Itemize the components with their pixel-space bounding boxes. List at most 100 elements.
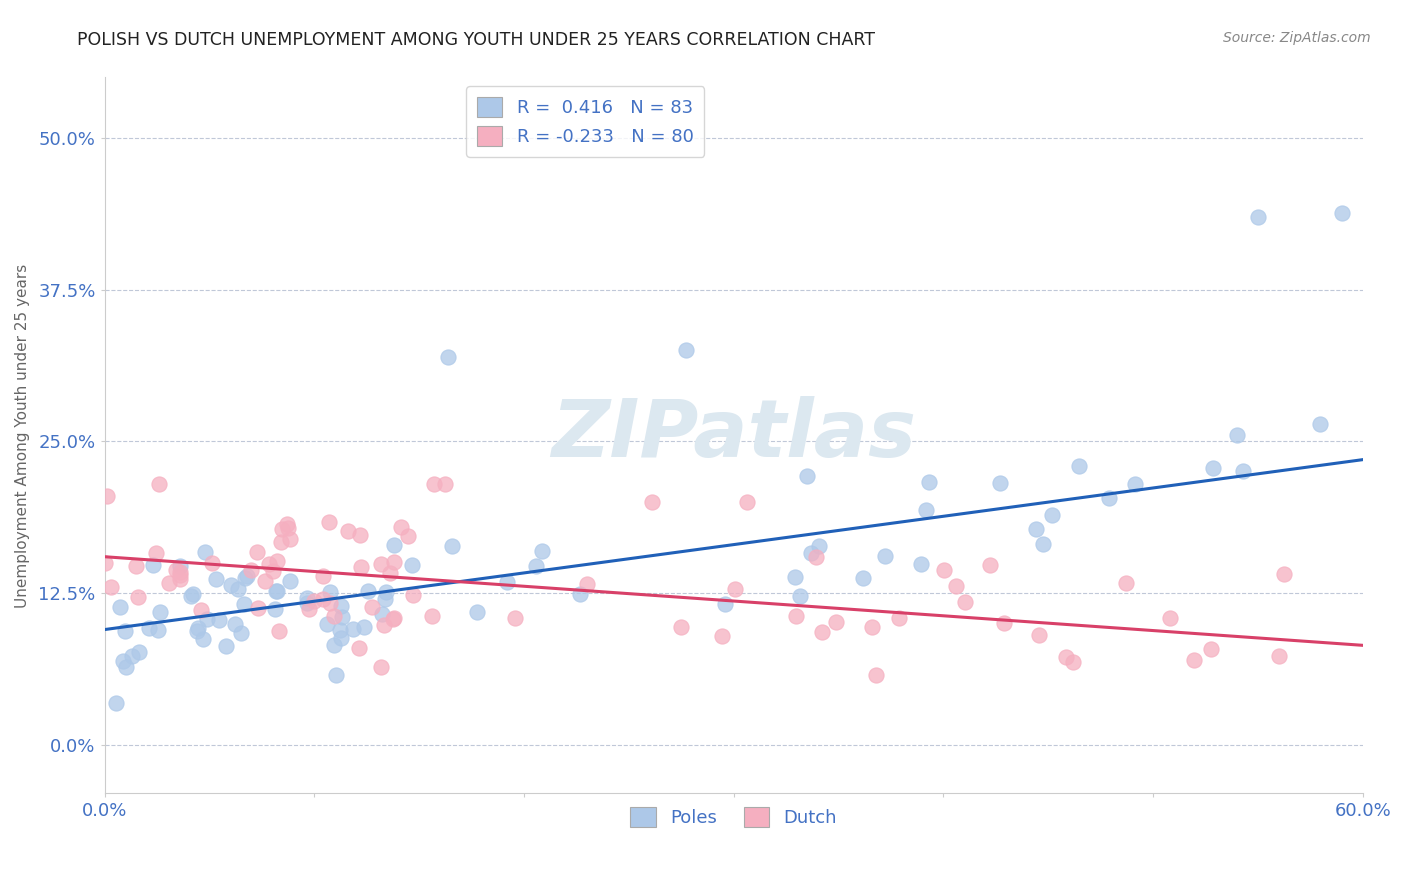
Point	[953, 595, 976, 609]
Point	[208, 613, 231, 627]
Point	[191, 632, 214, 646]
Point	[1069, 458, 1091, 473]
Point	[239, 563, 262, 577]
Point	[297, 591, 319, 605]
Point	[349, 527, 371, 541]
Point	[157, 576, 180, 591]
Point	[1115, 576, 1137, 591]
Point	[945, 579, 967, 593]
Point	[785, 608, 807, 623]
Point	[1247, 210, 1270, 224]
Point	[1031, 537, 1053, 551]
Point	[433, 477, 456, 491]
Point	[862, 620, 884, 634]
Point	[330, 610, 353, 624]
Point	[270, 534, 292, 549]
Point	[124, 558, 146, 573]
Point	[374, 592, 396, 607]
Point	[246, 545, 269, 559]
Point	[187, 621, 209, 635]
Point	[329, 599, 352, 614]
Point	[233, 571, 256, 585]
Point	[371, 607, 394, 621]
Point	[329, 623, 352, 637]
Point	[262, 564, 284, 578]
Point	[295, 596, 318, 610]
Point	[1268, 648, 1291, 663]
Point	[350, 560, 373, 574]
Point	[1054, 650, 1077, 665]
Point	[127, 590, 149, 604]
Point	[423, 477, 446, 491]
Point	[1040, 508, 1063, 522]
Point	[382, 611, 405, 625]
Point	[342, 622, 364, 636]
Point	[278, 574, 301, 588]
Point	[318, 515, 340, 529]
Point	[373, 617, 395, 632]
Point	[278, 532, 301, 546]
Point	[1025, 523, 1047, 537]
Point	[226, 582, 249, 596]
Point	[224, 617, 246, 632]
Point	[149, 605, 172, 619]
Point	[298, 602, 321, 616]
Point	[114, 659, 136, 673]
Point	[110, 599, 132, 614]
Point	[724, 582, 747, 597]
Point	[100, 580, 122, 594]
Point	[319, 596, 342, 610]
Point	[524, 558, 547, 573]
Point	[396, 528, 419, 542]
Point	[402, 588, 425, 602]
Point	[145, 546, 167, 560]
Point	[1272, 567, 1295, 582]
Point	[138, 621, 160, 635]
Point	[503, 611, 526, 625]
Point	[236, 569, 259, 583]
Point	[568, 587, 591, 601]
Point	[329, 632, 352, 646]
Point	[186, 624, 208, 638]
Point	[357, 583, 380, 598]
Point	[1199, 642, 1222, 657]
Point	[269, 624, 291, 638]
Point	[276, 516, 298, 531]
Point	[111, 655, 134, 669]
Point	[264, 602, 287, 616]
Point	[375, 585, 398, 599]
Point	[437, 350, 460, 364]
Point	[169, 559, 191, 574]
Point	[807, 539, 830, 553]
Point	[181, 587, 204, 601]
Point	[201, 556, 224, 570]
Point	[710, 629, 733, 643]
Point	[266, 584, 288, 599]
Point	[180, 589, 202, 603]
Point	[148, 477, 170, 491]
Point	[361, 600, 384, 615]
Point	[141, 558, 163, 572]
Point	[804, 550, 827, 565]
Point	[783, 569, 806, 583]
Point	[169, 572, 191, 586]
Point	[312, 568, 335, 582]
Point	[322, 609, 344, 624]
Point	[675, 343, 697, 358]
Point	[714, 598, 737, 612]
Point	[370, 660, 392, 674]
Point	[979, 558, 1001, 572]
Point	[370, 558, 392, 572]
Point	[94, 556, 117, 570]
Text: Source: ZipAtlas.com: Source: ZipAtlas.com	[1223, 31, 1371, 45]
Point	[194, 545, 217, 559]
Point	[810, 624, 832, 639]
Point	[105, 696, 128, 710]
Point	[219, 578, 242, 592]
Point	[641, 495, 664, 509]
Point	[465, 606, 488, 620]
Point	[169, 567, 191, 582]
Point	[347, 640, 370, 655]
Point	[800, 546, 823, 560]
Point	[669, 620, 692, 634]
